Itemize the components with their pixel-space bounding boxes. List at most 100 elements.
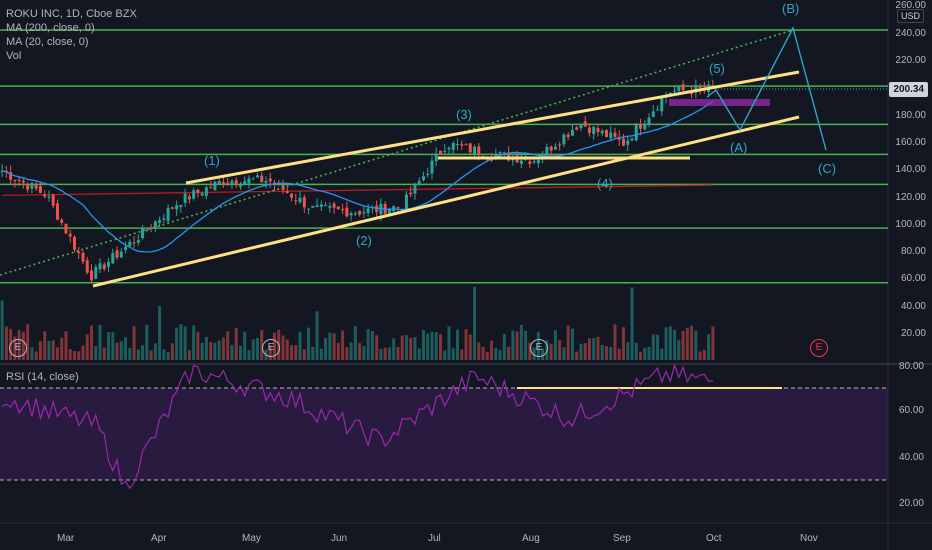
candle-body bbox=[213, 181, 217, 190]
candle-body bbox=[149, 228, 153, 230]
volume-bar bbox=[345, 347, 349, 360]
candle-body bbox=[609, 132, 613, 139]
volume-bar bbox=[400, 335, 404, 360]
time-label-jun: Jun bbox=[331, 533, 348, 544]
symbol-legend[interactable]: ROKU INC, 1D, Cboe BZX bbox=[6, 8, 137, 20]
volume-bar bbox=[307, 327, 311, 360]
volume-bar bbox=[55, 347, 59, 360]
volume-bar bbox=[434, 332, 438, 360]
time-label-sep: Sep bbox=[613, 533, 631, 544]
volume-bar bbox=[549, 343, 553, 360]
projection-path[interactable] bbox=[706, 26, 827, 151]
candle-body bbox=[102, 264, 106, 270]
volume-bar bbox=[60, 337, 64, 360]
wave-label-c[interactable]: (C) bbox=[818, 161, 837, 176]
resistance-zone[interactable] bbox=[669, 99, 770, 106]
volume-bar bbox=[132, 326, 136, 360]
candle-body bbox=[366, 208, 370, 213]
candle-body bbox=[290, 193, 294, 198]
wave-label-2[interactable]: (2) bbox=[356, 233, 372, 248]
horizontal-levels[interactable] bbox=[0, 29, 888, 284]
wave-label-5[interactable]: (5) bbox=[709, 61, 725, 76]
volume-bar bbox=[494, 347, 498, 360]
candle-body bbox=[196, 189, 200, 193]
earnings-marker[interactable]: E bbox=[9, 339, 27, 357]
wave-label-3[interactable]: (3) bbox=[456, 107, 472, 122]
volume-bar bbox=[34, 351, 38, 360]
volume-bar bbox=[281, 335, 285, 360]
candle-body bbox=[111, 252, 115, 264]
volume-bar bbox=[426, 333, 430, 360]
upper-channel-line[interactable] bbox=[185, 70, 800, 185]
candle-body bbox=[451, 142, 455, 151]
candle-body bbox=[379, 203, 383, 215]
dotted-trendline[interactable] bbox=[0, 29, 794, 276]
wave-label-4[interactable]: (4) bbox=[597, 176, 613, 191]
price-tick: 120.00 bbox=[895, 192, 926, 203]
candle-body bbox=[362, 212, 366, 214]
volume-bar bbox=[481, 346, 485, 360]
volume-bar bbox=[311, 346, 315, 360]
volume-bar bbox=[302, 349, 306, 360]
candle-body bbox=[396, 207, 400, 209]
candle-body bbox=[677, 86, 681, 91]
currency-badge[interactable]: USD bbox=[896, 9, 924, 23]
volume-bar bbox=[102, 347, 106, 360]
volume-bar bbox=[124, 337, 128, 360]
candle-body bbox=[592, 126, 596, 135]
ma200-path bbox=[2, 184, 713, 196]
candle-body bbox=[162, 218, 166, 220]
candle-body bbox=[460, 144, 464, 146]
candle-body bbox=[315, 205, 319, 208]
candle-body bbox=[332, 203, 336, 208]
candle-body bbox=[55, 203, 59, 220]
candle-body bbox=[209, 187, 213, 189]
earnings-marker[interactable]: E bbox=[262, 339, 280, 357]
volume-bar bbox=[647, 346, 651, 360]
volume-bar bbox=[417, 348, 421, 360]
volume-bar bbox=[639, 351, 643, 360]
candle-body bbox=[175, 205, 179, 210]
volume-bar bbox=[77, 351, 81, 360]
candle-body bbox=[302, 197, 306, 208]
volume-bar bbox=[562, 347, 566, 360]
volume-bar bbox=[285, 339, 289, 360]
volume-bar bbox=[634, 342, 638, 360]
volume-bar bbox=[392, 338, 396, 360]
volume-bar bbox=[447, 326, 451, 360]
earnings-marker-upcoming[interactable]: E bbox=[810, 339, 828, 357]
volume-bar bbox=[519, 324, 523, 360]
wave-label-a[interactable]: (A) bbox=[730, 140, 748, 155]
earnings-marker[interactable]: E bbox=[530, 339, 548, 357]
candle-body bbox=[477, 146, 481, 156]
rsi-legend[interactable]: RSI (14, close) bbox=[6, 371, 79, 383]
candle-body bbox=[200, 193, 204, 196]
candle-body bbox=[456, 144, 460, 146]
volume-bar bbox=[587, 338, 591, 360]
volume-bar bbox=[358, 343, 362, 360]
ma200-legend[interactable]: MA (200, close, 0) bbox=[6, 22, 95, 34]
volume-legend[interactable]: Vol bbox=[6, 50, 22, 62]
volume-bar bbox=[668, 326, 672, 360]
volume-bar bbox=[158, 305, 162, 360]
wave-label-1[interactable]: (1) bbox=[204, 153, 220, 168]
time-label-may: May bbox=[242, 533, 261, 544]
volume-bar bbox=[145, 324, 149, 360]
volume-bar bbox=[234, 327, 238, 360]
ma20-path bbox=[2, 100, 714, 253]
volume-bar bbox=[383, 347, 387, 360]
volume-bar bbox=[115, 342, 119, 360]
price-tick: 60.00 bbox=[900, 273, 926, 284]
candle-body bbox=[43, 194, 47, 197]
candle-body bbox=[158, 220, 162, 223]
volume-bar bbox=[409, 337, 413, 360]
lower-channel-line[interactable] bbox=[92, 115, 800, 288]
wave-label-b[interactable]: (B) bbox=[782, 1, 800, 16]
volume-bar bbox=[111, 332, 115, 360]
ma20-legend[interactable]: MA (20, close, 0) bbox=[6, 36, 89, 48]
candle-body bbox=[170, 207, 174, 209]
price-tick: 80.00 bbox=[900, 246, 926, 257]
volume-bar bbox=[673, 329, 677, 360]
candle-body bbox=[51, 194, 55, 206]
